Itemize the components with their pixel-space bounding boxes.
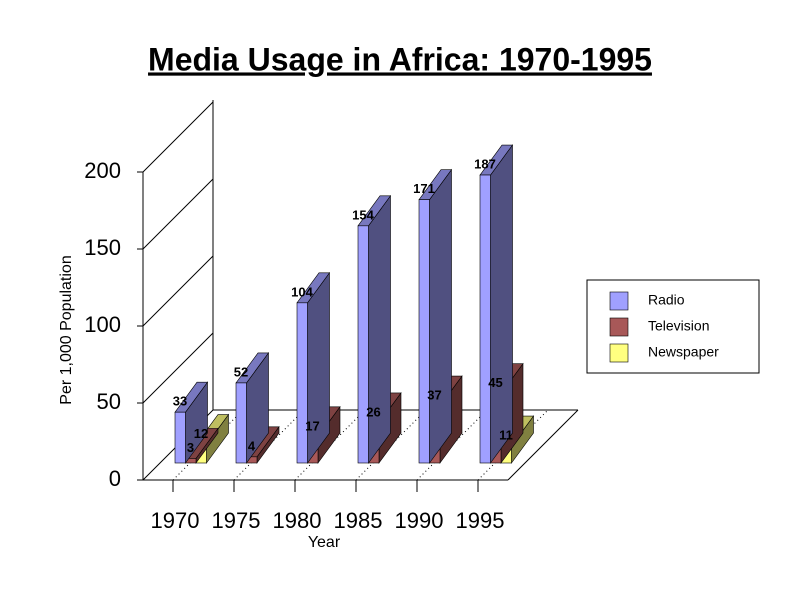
bar-side [429,168,452,464]
floor-right [507,409,579,481]
legend-swatch [609,343,629,363]
bar [235,382,247,464]
x-axis-label: Year [308,534,341,551]
floor-dotted-line [172,409,244,481]
x-tick-label: 1995 [456,508,505,533]
bar [418,199,430,464]
x-tick-label: 1985 [334,508,383,533]
data-label: 12 [194,426,208,441]
grid-line [142,178,214,250]
y-tick-label: 100 [84,312,121,337]
y-tick-label: 200 [84,158,121,183]
grid-line [142,332,214,404]
data-label: 11 [499,427,513,442]
data-label: 45 [488,375,502,390]
bar [357,225,369,464]
data-label: 3 [187,440,194,455]
data-label: 171 [413,181,435,196]
y-tick-label: 50 [97,389,121,414]
legend-label: Newspaper [648,344,719,360]
floor-dotted-line [355,409,427,481]
grid-line [142,101,214,173]
data-label: 26 [366,404,380,419]
legend-label: Television [648,318,709,334]
grid-line [142,255,214,327]
bar [296,302,308,464]
y-tick-label: 0 [109,466,121,491]
x-tick-label: 1980 [273,508,322,533]
legend-swatch [609,291,629,311]
floor-dotted-line [416,409,488,481]
data-label: 104 [291,284,313,299]
data-label: 33 [173,394,187,409]
x-tick-label: 1990 [395,508,444,533]
data-label: 187 [474,156,496,171]
x-tick-label: 1975 [212,508,261,533]
data-label: 154 [352,207,374,222]
data-label: 4 [248,438,256,453]
chart-title: Media Usage in Africa: 1970-1995 [148,41,652,77]
floor-dotted-line [233,409,305,481]
bar [479,174,491,464]
floor-dotted-line [477,409,549,481]
legend-label: Radio [648,292,685,308]
floor-dotted-line [294,409,366,481]
bar-side [490,144,513,464]
data-label: 17 [305,418,319,433]
legend-swatch [609,317,629,337]
y-tick-label: 150 [84,235,121,260]
data-label: 37 [427,387,441,402]
bar-side [368,194,391,464]
bar-side [307,271,330,464]
data-label: 52 [234,364,248,379]
bar [174,411,186,464]
x-tick-label: 1970 [151,508,200,533]
y-axis-label: Per 1,000 Population [58,255,75,404]
